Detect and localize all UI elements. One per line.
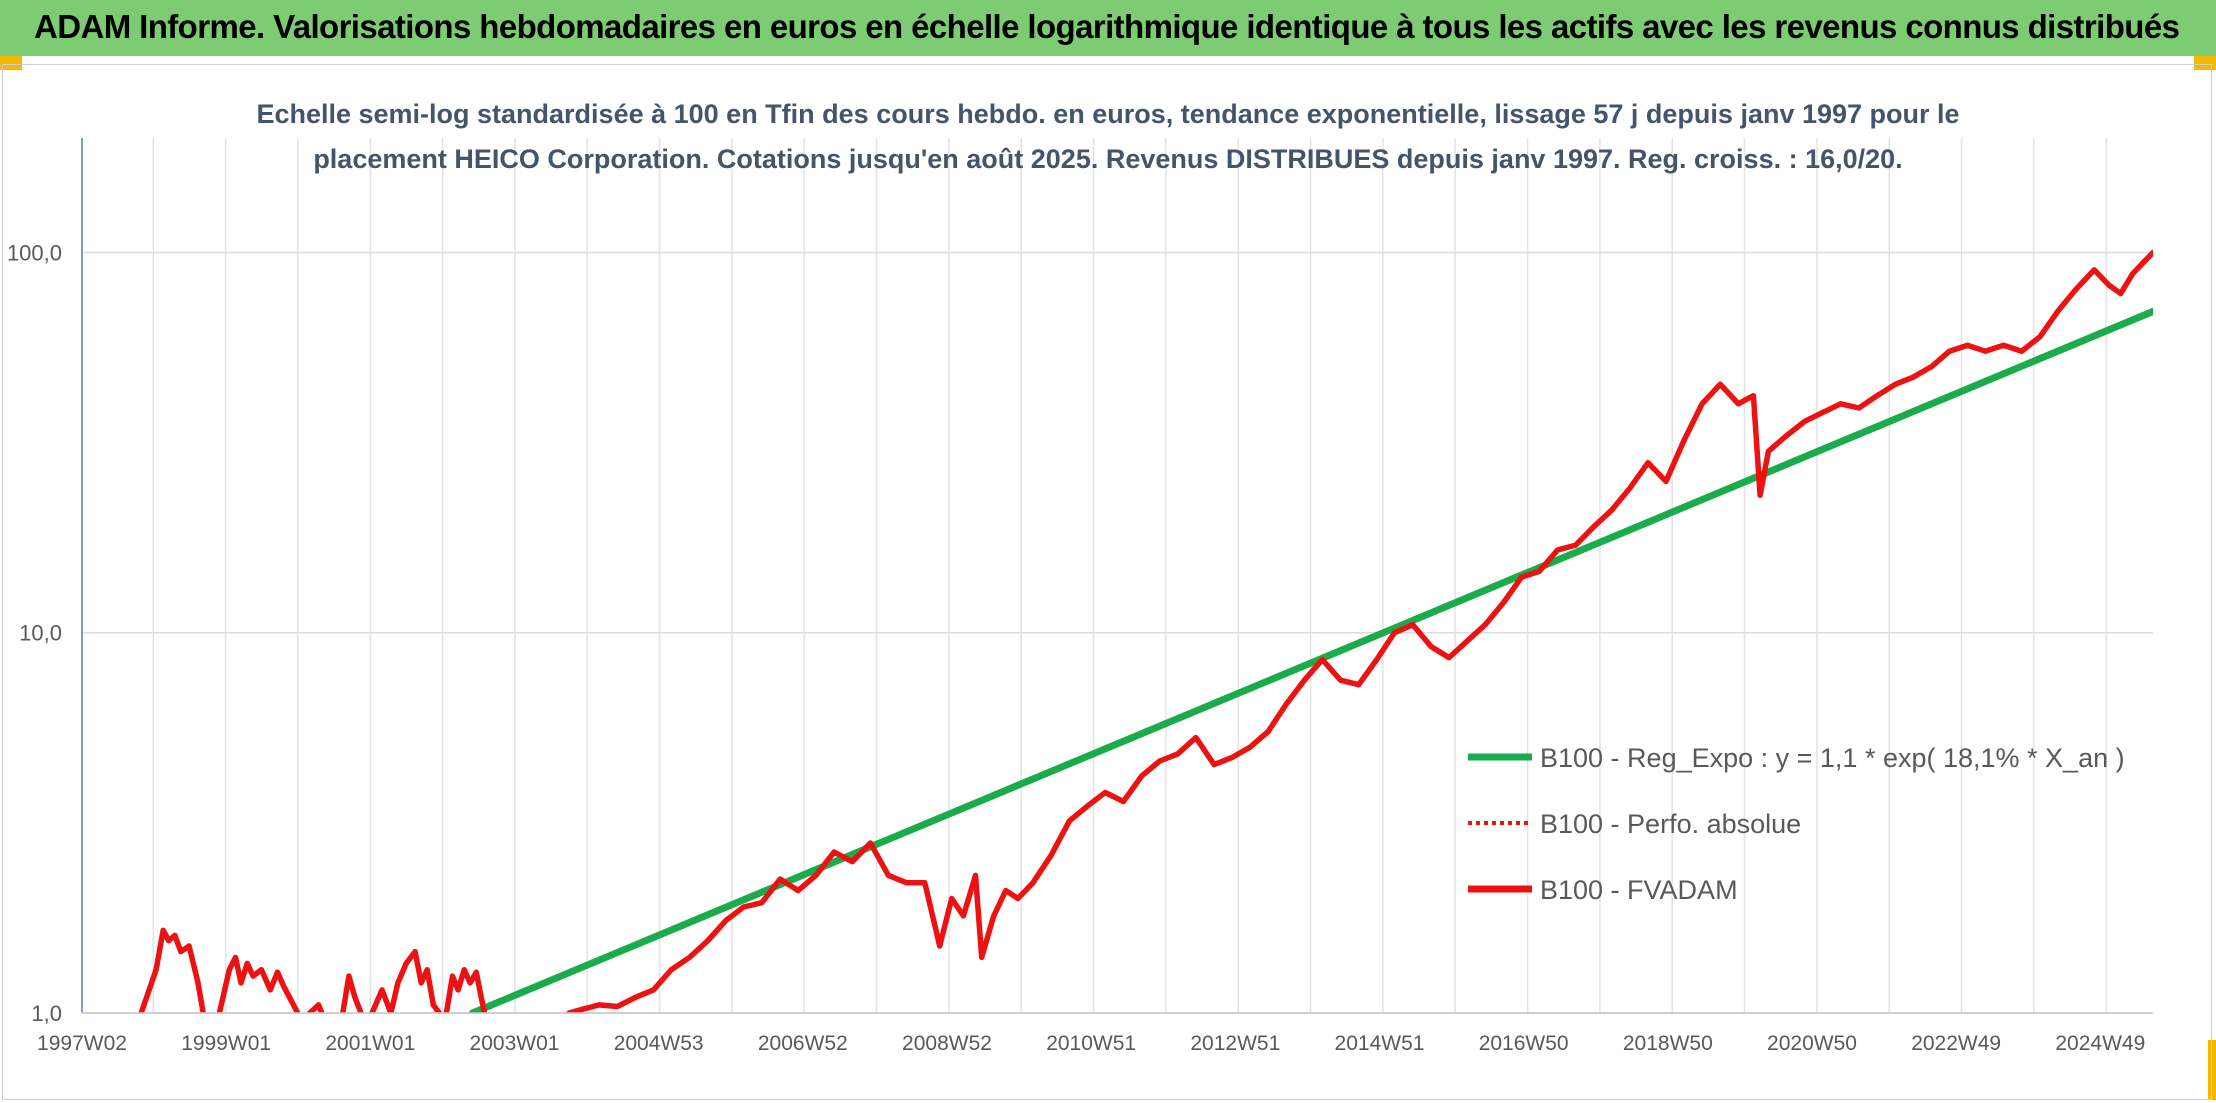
chart-title-line-2: placement HEICO Corporation. Cotations j… bbox=[313, 144, 1902, 174]
x-tick-label: 1999W01 bbox=[181, 1032, 271, 1055]
fvadam-line bbox=[306, 1002, 325, 1013]
x-tick-label: 2012W51 bbox=[1190, 1032, 1280, 1055]
fvadam-line bbox=[340, 973, 364, 1013]
page-title: ADAM Informe. Valorisations hebdomadaire… bbox=[34, 8, 2180, 45]
y-tick-label: 10,0 bbox=[19, 621, 62, 646]
x-tick-label: 2010W51 bbox=[1046, 1032, 1136, 1055]
series-layer bbox=[138, 249, 2153, 1013]
legend-label: B100 - FVADAM bbox=[1540, 875, 1738, 905]
x-tick-label: 2022W49 bbox=[1911, 1032, 2001, 1055]
chart-title: Echelle semi-log standardisée à 100 en T… bbox=[256, 99, 1959, 174]
grid-layer bbox=[82, 138, 2153, 1014]
legend: B100 - Reg_Expo : y = 1,1 * exp( 18,1% *… bbox=[1468, 743, 2125, 905]
y-tick-label: 100,0 bbox=[7, 240, 62, 265]
corner-marker-bottom-right bbox=[2208, 1040, 2216, 1100]
chart-title-line-1: Echelle semi-log standardisée à 100 en T… bbox=[256, 99, 1959, 129]
x-tick-label: 2008W52 bbox=[902, 1032, 992, 1055]
x-tick-label: 2014W51 bbox=[1335, 1032, 1425, 1055]
legend-label: B100 - Perfo. absolue bbox=[1540, 809, 1801, 839]
x-tick-label: 2006W52 bbox=[758, 1032, 848, 1055]
x-tick-label: 1997W02 bbox=[37, 1032, 127, 1055]
x-tick-label: 2003W01 bbox=[470, 1032, 560, 1055]
fvadam-line bbox=[216, 954, 301, 1013]
x-tick-label: 2001W01 bbox=[325, 1032, 415, 1055]
x-tick-label: 2020W50 bbox=[1767, 1032, 1857, 1055]
chart-frame bbox=[2, 64, 2212, 1100]
fvadam-line bbox=[443, 966, 488, 1013]
legend-label: B100 - Reg_Expo : y = 1,1 * exp( 18,1% *… bbox=[1540, 743, 2125, 773]
axis-layer: 100,0 10,0 1,0 1997W02 1999W01 2001W01 2003W01… bbox=[7, 138, 2153, 1055]
x-tick-label: 2016W50 bbox=[1479, 1032, 1569, 1055]
header-banner: ADAM Informe. Valorisations hebdomadaire… bbox=[0, 0, 2216, 56]
x-tick-label: 2024W49 bbox=[2055, 1032, 2145, 1055]
fvadam-line bbox=[369, 948, 442, 1013]
corner-marker-left bbox=[0, 56, 22, 70]
trend-line bbox=[469, 307, 2153, 1013]
x-tick-label: 2018W50 bbox=[1623, 1032, 1713, 1055]
fvadam-line bbox=[566, 249, 2153, 1013]
fvadam-line bbox=[138, 927, 206, 1013]
x-tick-label: 2004W53 bbox=[614, 1032, 704, 1055]
y-tick-label: 1,0 bbox=[31, 1001, 62, 1026]
corner-marker-right bbox=[2194, 56, 2216, 70]
